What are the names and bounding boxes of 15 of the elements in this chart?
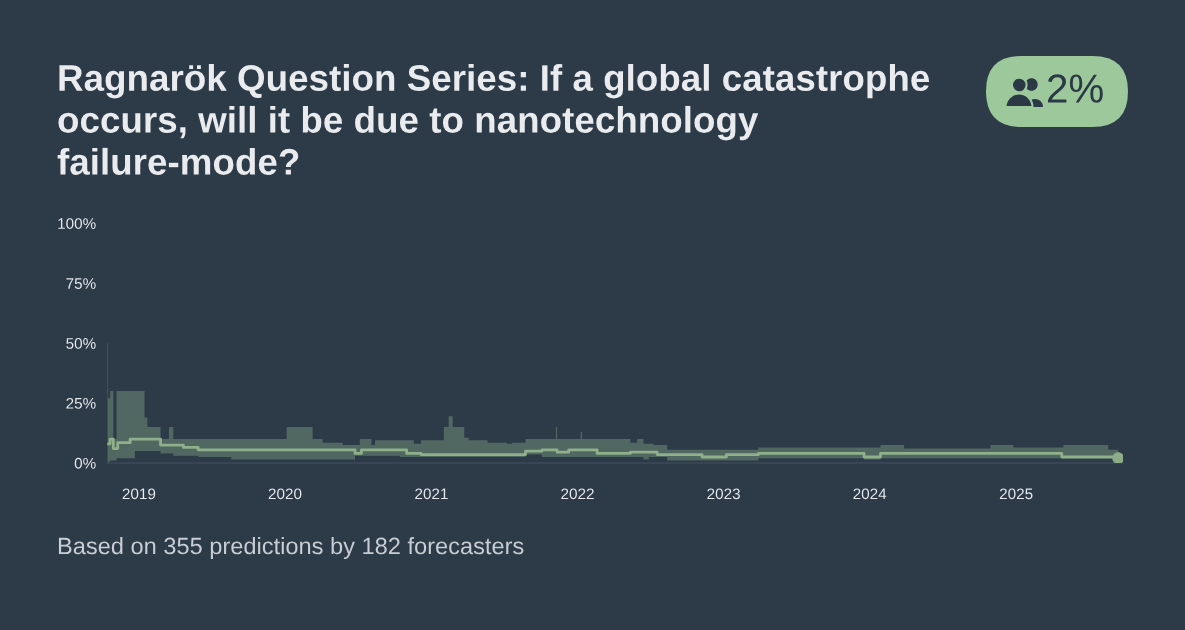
y-tick-label: 50% bbox=[66, 338, 96, 349]
text: 2% bbox=[1048, 74, 1103, 103]
x-tick-label: 2023 bbox=[707, 488, 740, 500]
x-tick-label: 2021 bbox=[415, 488, 448, 500]
y-tick-label: 25% bbox=[66, 397, 96, 409]
y-tick-label: 0% bbox=[74, 457, 96, 469]
chart-title: Ragnarök Question Series: If a global catastrophe occurs, will it be due to nanotechnology failure-mode? bbox=[57, 64, 930, 175]
x-tick-label: 2019 bbox=[122, 488, 156, 500]
text: Based on 355 predictions by 182 forecasters bbox=[58, 536, 524, 559]
y-tick-label: 100% bbox=[58, 218, 96, 229]
x-tick-label: 2022 bbox=[561, 488, 594, 500]
y-tick-label: 75% bbox=[66, 278, 96, 289]
x-tick-label: 2025 bbox=[999, 488, 1033, 500]
x-tick-label: 2024 bbox=[853, 488, 887, 500]
x-tick-label: 2020 bbox=[268, 488, 302, 500]
